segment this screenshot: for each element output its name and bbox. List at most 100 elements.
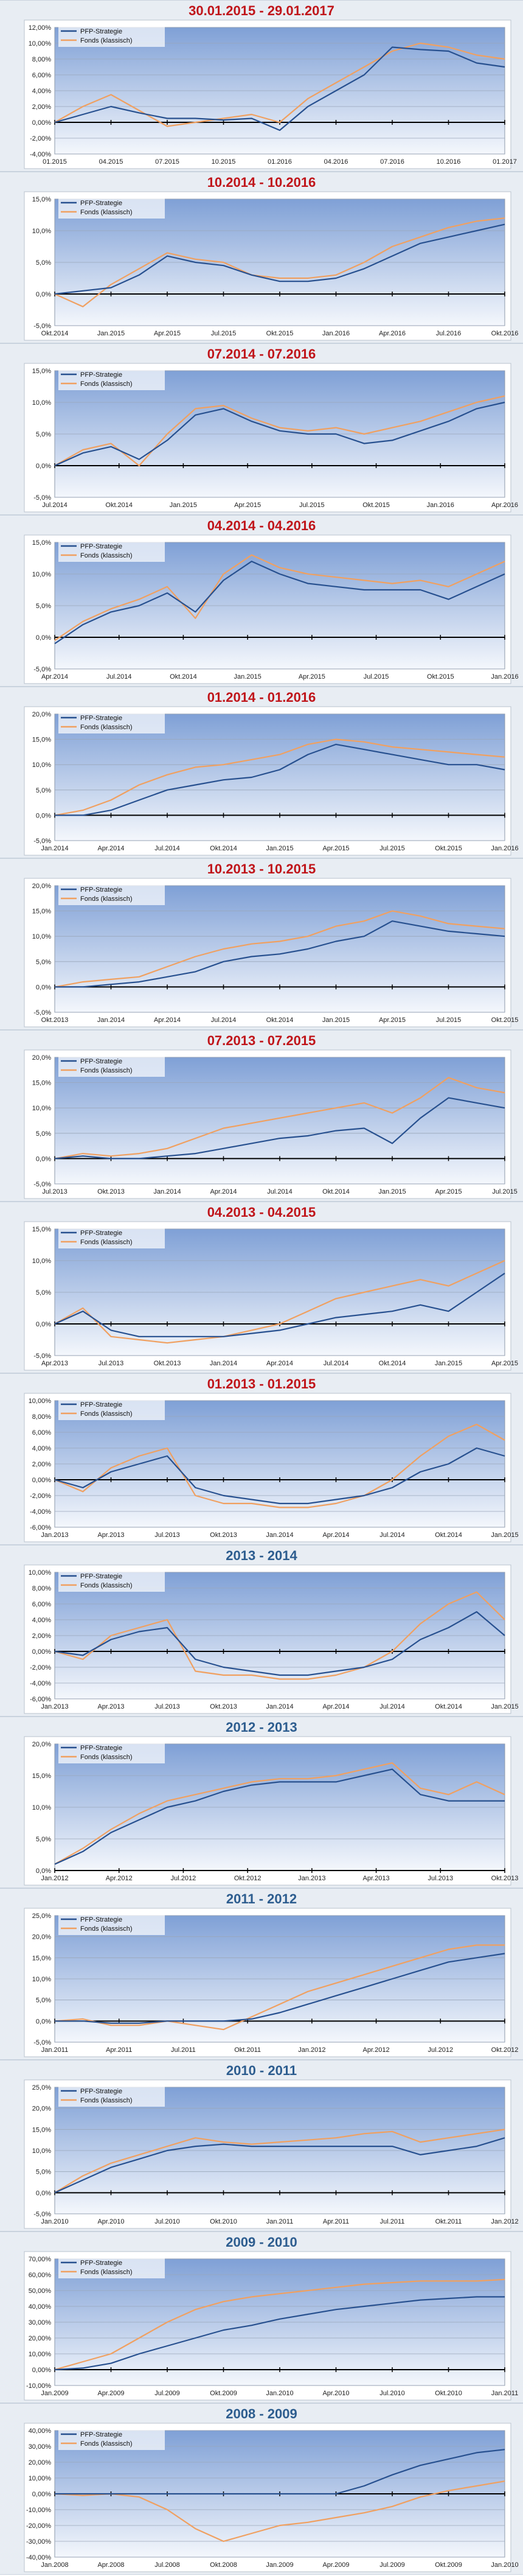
y-tick-label: 25,0% — [32, 1913, 51, 1920]
chart-panel: 2010 - 2011 -5,0% 0,0% 5,0% 10,0% 15,0% 20,0% 2… — [0, 2060, 523, 2231]
chart-panel: 01.2014 - 01.2016 -5,0% 0,0% 5,0% 10,0% 15,0%… — [0, 687, 523, 858]
y-tick-label: 20,0% — [32, 883, 51, 890]
legend-label: Fonds (klassisch) — [80, 2097, 133, 2104]
y-tick-label: 15,0% — [32, 1080, 51, 1087]
x-tick-label: Okt.2015 — [435, 845, 462, 852]
x-tick-label: Jan.2013 — [41, 1531, 68, 1539]
x-tick-label: Apr.2012 — [106, 1875, 133, 1882]
y-tick-label: 2,00% — [32, 1633, 51, 1640]
x-tick-label: Jul.2011 — [380, 2218, 405, 2225]
legend: PFP-Strategie Fonds (klassisch) — [58, 1743, 165, 1763]
chart-panel: 07.2013 - 07.2015 -5,0% 0,0% 5,0% 10,0% 15,0%… — [0, 1030, 523, 1202]
x-tick-label: Jul.2013 — [42, 1188, 68, 1195]
x-tick-label: 01.2015 — [43, 158, 67, 166]
y-tick-label: 10,0% — [32, 399, 51, 407]
x-tick-label: Okt.2014 — [322, 1188, 350, 1195]
x-tick-label: 01.2017 — [493, 158, 517, 166]
x-tick-label: Okt.2013 — [210, 1531, 237, 1539]
line-chart: -10,00% 0,00% 10,00% 20,00% 30,00% 40,00% 50,0… — [24, 2251, 518, 2401]
x-tick-label: Jan.2010 — [266, 2390, 293, 2397]
x-tick-label: Jan.2014 — [266, 1531, 293, 1539]
chart-title: 01.2014 - 01.2016 — [207, 690, 316, 705]
x-tick-label: 10.2016 — [437, 158, 461, 166]
x-tick-label: Okt.2014 — [435, 1703, 462, 1710]
x-tick-label: Okt.2016 — [491, 330, 519, 337]
y-tick-label: 15,0% — [32, 1773, 51, 1780]
y-tick-label: 0,0% — [36, 2018, 51, 2025]
x-tick-label: Okt.2015 — [362, 502, 390, 509]
y-tick-label: -5,0% — [33, 1181, 51, 1188]
y-tick-label: -5,0% — [33, 2211, 51, 2218]
series-line-fonds-klassisch — [54, 2129, 505, 2194]
y-tick-label: 20,00% — [29, 2459, 52, 2466]
y-tick-label: 5,0% — [36, 1130, 51, 1138]
x-tick-label: Apr.2015 — [435, 1188, 462, 1195]
legend: PFP-Strategie Fonds (klassisch) — [58, 26, 165, 47]
y-tick-label: 15,0% — [32, 1955, 51, 1962]
x-tick-label: Jul.2008 — [154, 2561, 180, 2569]
y-tick-label: 5,0% — [36, 431, 51, 438]
x-tick-label: Jul.2014 — [154, 845, 180, 852]
series-line-pfp-strategie — [54, 2296, 505, 2371]
x-tick-label: Jan.2012 — [298, 2046, 325, 2054]
x-tick-label: Jan.2016 — [491, 673, 518, 681]
x-tick-label: Apr.2014 — [322, 1531, 349, 1539]
y-tick-label: -5,0% — [33, 666, 51, 673]
series-line-fonds-klassisch — [54, 2480, 505, 2543]
series-line-pfp-strategie — [55, 920, 505, 988]
legend: PFP-Strategie Fonds (klassisch) — [58, 1056, 165, 1077]
y-tick-label: 20,0% — [32, 2105, 51, 2113]
chart-title: 04.2014 - 04.2016 — [207, 518, 316, 533]
x-tick-label: Jan.2011 — [491, 2390, 518, 2397]
legend-label: Fonds (klassisch) — [80, 1582, 133, 1589]
legend-label: PFP-Strategie — [80, 28, 122, 35]
series-line-pfp-strategie — [54, 2137, 505, 2194]
y-tick-label: 5,0% — [36, 959, 51, 966]
legend-label: PFP-Strategie — [80, 1230, 122, 1237]
y-tick-label: 10,0% — [32, 761, 51, 769]
x-tick-label: Jan.2015 — [266, 845, 293, 852]
legend-label: PFP-Strategie — [80, 1745, 122, 1752]
legend-label: PFP-Strategie — [80, 1573, 122, 1580]
x-tick-label: Apr.2015 — [322, 845, 349, 852]
x-tick-label: Jan.2015 — [491, 1531, 518, 1539]
y-tick-label: 10,0% — [32, 1804, 51, 1811]
x-tick-label: Jan.2015 — [491, 1703, 518, 1710]
x-tick-label: Jan.2015 — [322, 1017, 350, 1024]
series-line-fonds-klassisch — [54, 910, 505, 988]
y-tick-label: -6,00% — [30, 1696, 51, 1703]
line-chart: -5,0% 0,0% 5,0% 10,0% 15,0% Okt.2014 Jan.2015 A… — [24, 191, 519, 341]
y-tick-label: 10,0% — [32, 933, 51, 940]
series-line-pfp-strategie — [54, 1611, 505, 1676]
series-line-fonds-klassisch — [54, 1423, 505, 1508]
x-tick-label: Jul.2015 — [492, 1188, 518, 1195]
x-tick-label: Apr.2011 — [106, 2046, 132, 2054]
y-tick-label: 15,0% — [32, 2126, 51, 2133]
x-tick-label: Okt.2009 — [435, 2561, 462, 2569]
y-tick-label: -5,0% — [33, 2039, 51, 2046]
x-tick-label: Jan.2010 — [491, 2561, 518, 2569]
x-tick-label: Jul.2011 — [171, 2046, 196, 2054]
chart-title: 10.2013 - 10.2015 — [207, 861, 316, 877]
x-tick-label: Apr.2013 — [97, 1531, 124, 1539]
y-tick-label: -5,0% — [33, 323, 51, 330]
x-tick-label: 01.2016 — [268, 158, 292, 166]
series-line-fonds-klassisch — [54, 2278, 505, 2371]
x-tick-label: Apr.2015 — [299, 673, 325, 681]
legend-label: Fonds (klassisch) — [80, 895, 133, 903]
series-line-pfp-strategie — [54, 1447, 505, 1505]
x-tick-label: Jan.2014 — [266, 1703, 293, 1710]
series-line-pfp-strategie — [54, 46, 505, 131]
chart-panel: 04.2013 - 04.2015 -5,0% 0,0% 5,0% 10,0% 15,0%… — [0, 1202, 523, 1373]
line-chart: -5,0% 0,0% 5,0% 10,0% 15,0% 20,0% 25,0% Jan.201… — [24, 1908, 518, 2057]
series-line-fonds-klassisch — [54, 1259, 505, 1344]
chart-title: 2008 - 2009 — [226, 2406, 297, 2421]
legend: PFP-Strategie Fonds (klassisch) — [58, 2258, 165, 2278]
chart-panel: 01.2013 - 01.2015 -6,00% -4,00% -2,00% 0,00%… — [0, 1373, 523, 1545]
chart-title: 10.2014 - 10.2016 — [207, 175, 316, 190]
legend-label: PFP-Strategie — [80, 1401, 122, 1409]
legend: PFP-Strategie Fonds (klassisch) — [58, 2429, 165, 2450]
line-chart: -5,0% 0,0% 5,0% 10,0% 15,0% 20,0% Jan.2014 Apr.… — [24, 706, 519, 856]
x-tick-label: Apr.2011 — [323, 2218, 349, 2225]
y-tick-label: -10,00% — [26, 2382, 51, 2390]
